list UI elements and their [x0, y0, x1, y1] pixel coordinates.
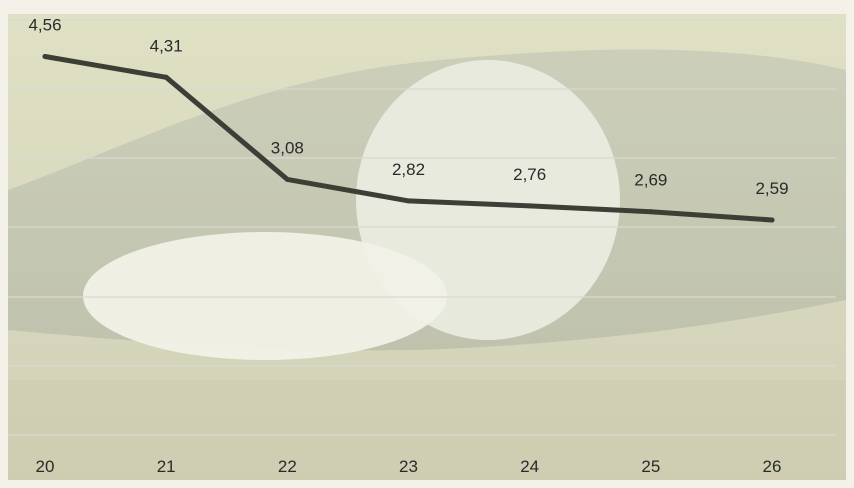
data-label: 2,59 — [755, 179, 788, 198]
x-tick-label: 23 — [399, 457, 418, 476]
x-tick-label: 20 — [36, 457, 55, 476]
x-tick-label: 26 — [763, 457, 782, 476]
data-label: 4,56 — [28, 16, 61, 35]
data-point — [648, 209, 653, 214]
x-tick-label: 21 — [157, 457, 176, 476]
x-tick-label: 24 — [520, 457, 539, 476]
data-point — [285, 177, 290, 182]
x-tick-label: 22 — [278, 457, 297, 476]
data-point — [164, 75, 169, 80]
data-point — [43, 54, 48, 59]
data-point — [406, 198, 411, 203]
x-tick-label: 25 — [641, 457, 660, 476]
data-label: 3,08 — [271, 138, 304, 157]
data-label: 2,76 — [513, 165, 546, 184]
data-label: 2,82 — [392, 160, 425, 179]
data-label: 2,69 — [634, 171, 667, 190]
data-label: 4,31 — [150, 36, 183, 55]
data-point — [527, 203, 532, 208]
data-point — [770, 218, 775, 223]
